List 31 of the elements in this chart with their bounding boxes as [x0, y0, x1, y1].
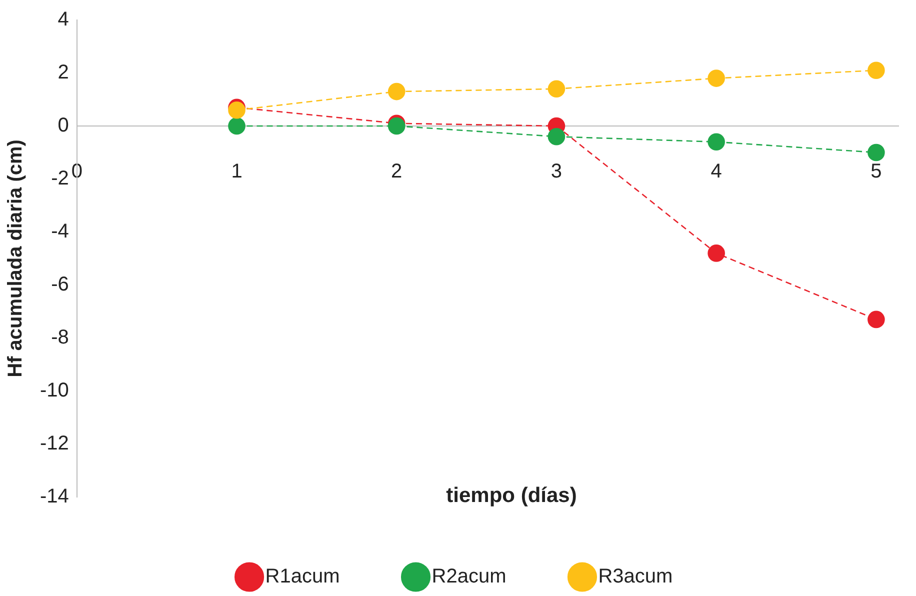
x-tick-label: 1	[231, 160, 242, 183]
x-tick-label: 3	[550, 160, 562, 183]
legend-label: R1acum	[265, 566, 340, 588]
y-tick-label: 2	[58, 62, 69, 84]
point	[548, 80, 566, 98]
y-tick-label: 4	[58, 8, 69, 31]
legend-label: R3acum	[598, 566, 673, 588]
y-tick-label: -2	[51, 168, 69, 190]
point	[548, 128, 566, 146]
y-tick-label: -12	[40, 432, 69, 455]
y-tick-label: 0	[58, 114, 69, 137]
point	[868, 144, 885, 162]
x-tick-label: 4	[710, 160, 722, 183]
point	[388, 82, 406, 100]
point	[708, 70, 725, 87]
y-tick-label: -6	[51, 274, 69, 296]
point	[388, 117, 406, 135]
x-tick-label: 5	[870, 160, 882, 183]
y-axis-title: Hf acumulada diaria (cm)	[4, 140, 27, 378]
x-tick-label: 2	[391, 160, 402, 183]
y-tick-label: -4	[51, 220, 69, 243]
point	[708, 244, 725, 262]
legend-label: R2acum	[432, 566, 506, 588]
x-axis-title: tiempo (días)	[445, 484, 578, 508]
y-tick-label: -14	[40, 486, 69, 508]
point	[228, 117, 246, 135]
y-tick-label: -10	[40, 380, 69, 402]
point	[868, 62, 885, 79]
point	[708, 133, 725, 151]
y-tick-label: -8	[51, 326, 69, 349]
point	[868, 310, 885, 328]
